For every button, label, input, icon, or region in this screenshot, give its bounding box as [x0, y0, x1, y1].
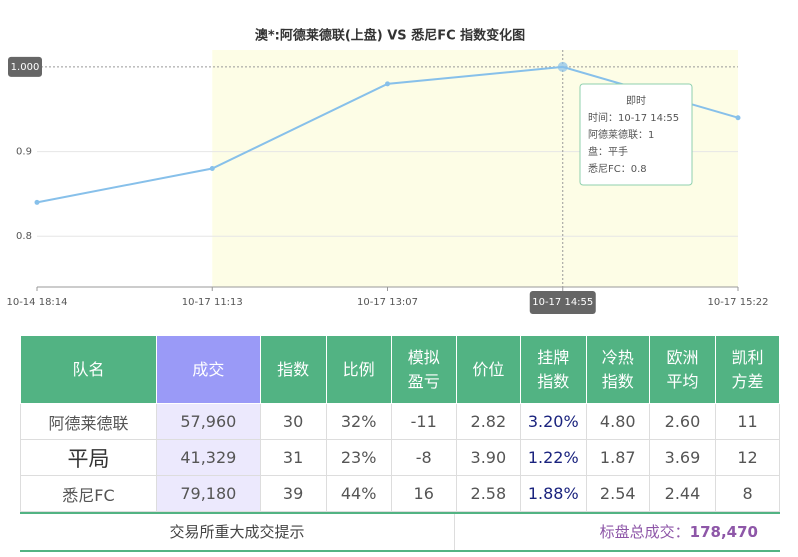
tooltip-title: 即时	[626, 95, 646, 107]
x-tick-label: 10-17 14:55	[532, 297, 593, 308]
y-tick-label: 0.8	[16, 231, 32, 242]
x-tick-label: 10-17 15:22	[707, 297, 768, 308]
cell: 31	[259, 439, 327, 476]
total-label: 标盘总成交：	[599, 523, 690, 541]
cell: 1.88%	[519, 475, 587, 512]
x-tick-label: 10-17 13:07	[357, 297, 418, 308]
cell: 44%	[325, 475, 392, 512]
cell: 79,180	[155, 475, 261, 512]
header-cell: 成交	[155, 335, 261, 404]
cell: 16	[390, 475, 457, 512]
tooltip-line: 悉尼FC：0.8	[588, 163, 647, 175]
cell: -8	[390, 439, 457, 476]
cell: 2.54	[585, 475, 650, 512]
footer: 交易所重大成交提示 标盘总成交：178,470	[20, 512, 780, 552]
header-text: 平均	[666, 371, 699, 391]
header-cell: 指数	[259, 335, 327, 404]
tooltip-line: 时间：10-17 14:55	[588, 111, 679, 124]
row: 平局 41,329 31 23% -8 3.90 1.22% 1.87 3.69 12	[20, 439, 780, 476]
header-text: 盈亏	[407, 371, 440, 391]
cell: 23%	[325, 439, 392, 476]
x-tick-box	[529, 291, 596, 314]
cell: 4.80	[585, 403, 650, 440]
header-cell: 挂牌 指数	[519, 335, 587, 404]
header-cell: 比例	[325, 335, 392, 404]
header-text: 指数	[277, 359, 310, 379]
cell: -11	[390, 403, 457, 440]
y-tick-label: 0.9	[16, 147, 32, 158]
footer-left: 交易所重大成交提示	[20, 514, 455, 550]
header-cell: 模拟 盈亏	[390, 335, 457, 404]
cell: 11	[715, 403, 780, 440]
row: 悉尼FC 79,180 39 44% 16 2.58 1.88% 2.54 2.44 8	[20, 475, 780, 512]
y-tick-label: 1.000	[11, 62, 40, 73]
cell: 32%	[325, 403, 392, 440]
header-cell: 冷热 指数	[585, 335, 650, 404]
header-text: 凯利	[731, 347, 764, 367]
header-row: 队名 成交 指数 比例 模拟 盈亏 价位 挂牌 指数 冷热 指数 欧洲 平均 凯利 方差	[20, 335, 780, 404]
cell: 39	[259, 475, 327, 512]
cell: 平局	[20, 439, 157, 476]
total-value: 178,470	[689, 523, 758, 541]
header-cell: 价位	[455, 335, 521, 404]
cell: 12	[715, 439, 780, 476]
cell: 悉尼FC	[20, 475, 157, 512]
cell: 30	[259, 403, 327, 440]
x-tick-label: 10-14 18:14	[6, 297, 67, 308]
header-text: 比例	[342, 359, 375, 379]
stats-table: 队名 成交 指数 比例 模拟 盈亏 价位 挂牌 指数 冷热 指数 欧洲 平均 凯利 方差 阿德莱德联 57,96…	[20, 335, 780, 512]
point	[34, 199, 40, 205]
chart-title: 澳*:阿德莱德联(上盘) VS 悉尼FC 指数变化图	[255, 28, 525, 44]
row: 阿德莱德联 57,960 30 32% -11 2.82 3.20% 4.80 2.60 11	[20, 403, 780, 440]
header-cell: 欧洲 平均	[648, 335, 717, 404]
header-text: 欧洲	[666, 347, 699, 367]
header-text: 指数	[601, 371, 634, 391]
x-tick-label: 10-17 11:13	[182, 297, 243, 308]
cell: 3.90	[455, 439, 521, 476]
point	[557, 61, 568, 72]
cell: 1.87	[585, 439, 650, 476]
tooltip	[579, 83, 693, 186]
y-tick-box	[8, 56, 42, 77]
header-text: 挂牌	[537, 347, 570, 367]
cell: 1.22%	[519, 439, 587, 476]
header-text: 方差	[731, 371, 764, 391]
header-text: 队名	[72, 359, 105, 379]
footer-right: 标盘总成交：178,470	[455, 514, 780, 550]
header-text: 模拟	[407, 347, 440, 367]
cell: 阿德莱德联	[20, 403, 157, 440]
cell: 8	[715, 475, 780, 512]
tooltip-line: 阿德莱德联：1	[588, 128, 654, 141]
cell: 2.60	[648, 403, 717, 440]
tooltip-line: 盘：平手	[588, 145, 628, 158]
point	[735, 115, 741, 121]
cell: 2.58	[455, 475, 521, 512]
header-text: 成交	[192, 359, 225, 379]
header-cell: 队名	[20, 335, 157, 404]
cell: 2.82	[455, 403, 521, 440]
cell: 3.69	[648, 439, 717, 476]
point	[385, 81, 390, 87]
header-text: 冷热	[601, 347, 634, 367]
chart: 澳*:阿德莱德联(上盘) VS 悉尼FC 指数变化图 0.8 0.9 1.000 10…	[6, 28, 769, 314]
header-text: 指数	[537, 371, 570, 391]
cell: 2.44	[648, 475, 717, 512]
point	[209, 166, 215, 171]
cell: 57,960	[155, 403, 261, 440]
header-cell: 凯利 方差	[715, 335, 780, 404]
cell: 3.20%	[519, 403, 587, 440]
header-text: 价位	[472, 359, 505, 379]
cell: 41,329	[155, 439, 261, 476]
